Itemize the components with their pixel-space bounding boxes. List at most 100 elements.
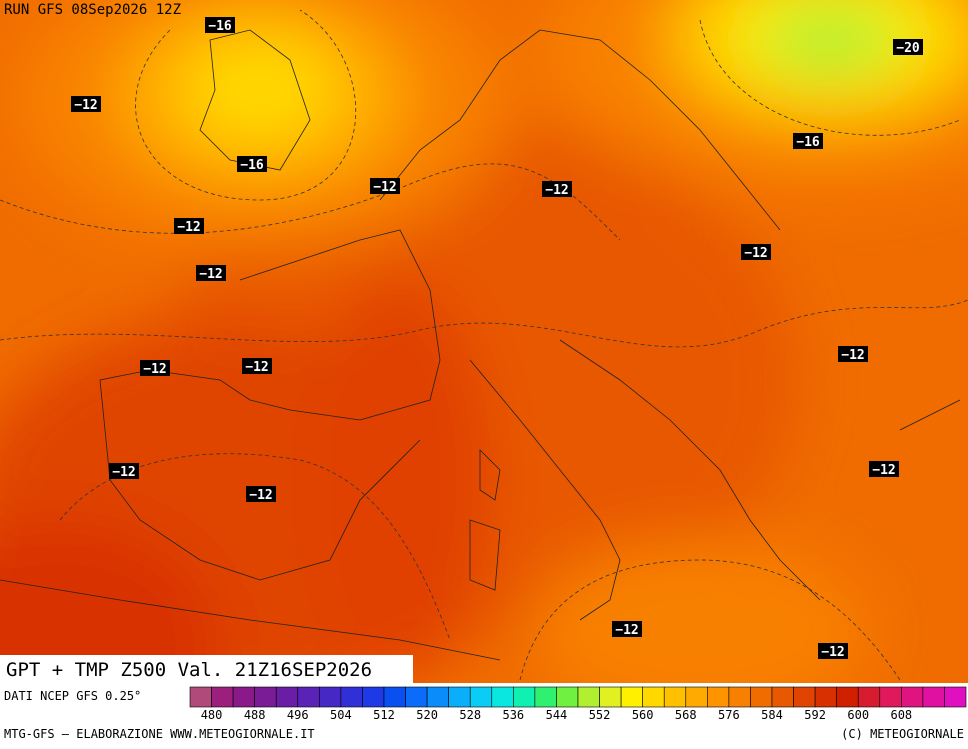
label-box (174, 218, 204, 234)
label-box (741, 244, 771, 260)
label-box (542, 181, 572, 197)
legend-label: 480 (201, 708, 223, 722)
legend-swatch (340, 686, 363, 708)
isotherm-label: −12 (249, 488, 272, 503)
legend-swatch (275, 686, 299, 708)
legend-swatch (922, 686, 945, 708)
run-header: RUN GFS 08Sep2026 12Z (4, 2, 181, 18)
legend-swatch (232, 686, 255, 708)
label-box (71, 96, 101, 112)
isotherm-label: −12 (872, 463, 895, 478)
legend-swatch (944, 686, 967, 708)
legend-label: 512 (373, 708, 395, 722)
isotherm-label: −16 (796, 135, 820, 150)
label-box (237, 156, 267, 172)
legend-swatch (599, 686, 622, 708)
legend-swatch (297, 686, 320, 708)
legend-label: 600 (847, 708, 869, 722)
isotherm-label: −12 (245, 360, 268, 375)
legend-swatch (707, 686, 730, 708)
label-box (242, 358, 272, 374)
label-box (196, 265, 226, 281)
isotherm-label: −12 (615, 623, 638, 638)
legend-swatch (750, 686, 773, 708)
legend-label: 544 (546, 708, 568, 722)
legend-swatch (254, 686, 277, 708)
label-box (793, 133, 823, 149)
isotherm-labels: −16 −20 −12 −16 −16 −12 −12 −12 −12 −12 −12 −12 −12 −… (71, 17, 923, 660)
legend-swatch (620, 686, 643, 708)
label-box (109, 463, 139, 479)
isotherm-label: −12 (545, 183, 568, 198)
label-box (869, 461, 899, 477)
legend-swatch (556, 686, 579, 708)
legend-swatch (642, 686, 665, 708)
legend-swatch (469, 686, 493, 708)
isotherm-label: −12 (143, 362, 166, 377)
legend-label: 504 (330, 708, 352, 722)
legend-swatch (383, 686, 406, 708)
legend-swatch (663, 686, 687, 708)
label-box (818, 643, 848, 659)
legend-swatch (879, 686, 902, 708)
legend-swatch (577, 686, 600, 708)
map-title: GPT + TMP Z500 Val. 21Z16SEP2026 (6, 659, 372, 681)
legend-swatch (405, 686, 428, 708)
label-box (612, 621, 642, 637)
legend-swatch (814, 686, 837, 708)
legend-label: 560 (632, 708, 654, 722)
legend-swatch (901, 686, 924, 708)
legend-swatch (771, 686, 794, 708)
legend-swatch (685, 686, 708, 708)
isotherm-label: −12 (841, 348, 864, 363)
legend-swatch (491, 686, 514, 708)
coastlines (0, 29, 961, 661)
legend-swatch (362, 686, 385, 708)
label-box (838, 346, 868, 362)
isotherm-label: −12 (821, 645, 844, 660)
legend-label: 552 (589, 708, 611, 722)
legend-label: 536 (502, 708, 524, 722)
color-legend: 480 488 496 504 512 520 528 536 544 552 560 568 576 5… (189, 686, 967, 722)
label-box (370, 178, 400, 194)
legend-label: 584 (761, 708, 783, 722)
label-box (205, 17, 235, 33)
isotherm-label: −12 (199, 267, 222, 282)
legend-label: 520 (416, 708, 438, 722)
legend-swatch (836, 686, 859, 708)
legend-swatch (211, 686, 234, 708)
source-label: DATI NCEP GFS 0.25° (4, 689, 141, 703)
legend-swatch (426, 686, 449, 708)
isotherm-label: −12 (373, 180, 396, 195)
isotherm-label: −12 (177, 220, 200, 235)
legend-swatch (189, 686, 212, 708)
legend-swatch (857, 686, 881, 708)
legend-swatch (793, 686, 816, 708)
footer-right: (C) METEOGIORNALE (841, 727, 964, 741)
legend-swatch (728, 686, 751, 708)
isotherm-label: −16 (208, 19, 232, 34)
legend-swatch (319, 686, 342, 708)
legend-swatch (513, 686, 536, 708)
legend-label: 608 (890, 708, 912, 722)
legend-swatch (534, 686, 557, 708)
legend-label: 592 (804, 708, 826, 722)
legend-label: 528 (459, 708, 481, 722)
legend-label: 568 (675, 708, 697, 722)
label-box (893, 39, 923, 55)
legend-label: 576 (718, 708, 740, 722)
legend-label: 496 (287, 708, 309, 722)
legend-swatch (448, 686, 471, 708)
label-box (140, 360, 170, 376)
isotherm-label: −12 (74, 98, 97, 113)
isotherm-label: −12 (112, 465, 135, 480)
isotherm-label: −20 (896, 41, 920, 56)
footer-left: MTG-GFS — ELABORAZIONE WWW.METEOGIORNALE… (4, 727, 315, 741)
label-box (246, 486, 276, 502)
legend-label: 488 (244, 708, 266, 722)
title-box (0, 655, 413, 683)
isotherm-label: −16 (240, 158, 264, 173)
